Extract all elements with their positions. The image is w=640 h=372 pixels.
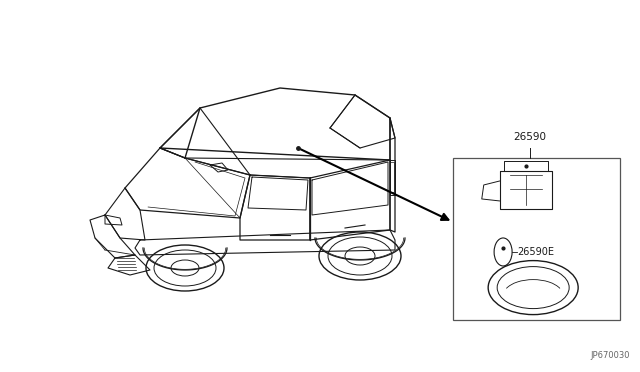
Text: JP670030: JP670030: [591, 351, 630, 360]
Text: 26590E: 26590E: [517, 247, 554, 257]
Bar: [453, 158, 620, 320]
Text: 26590: 26590: [513, 132, 547, 142]
